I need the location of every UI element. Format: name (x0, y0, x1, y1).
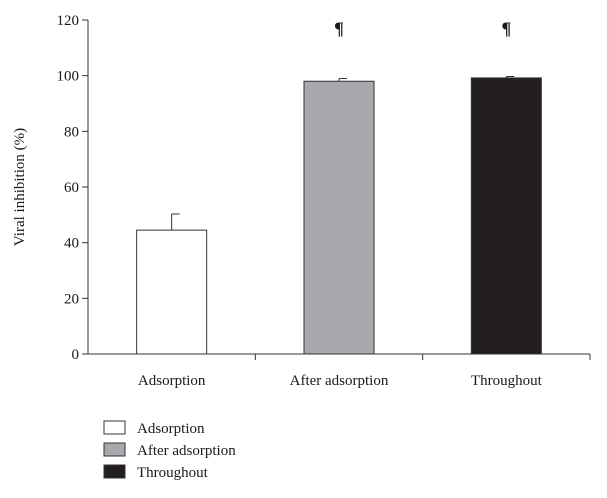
y-tick-label: 0 (72, 347, 80, 363)
y-tick-label: 20 (64, 291, 79, 307)
y-tick-label: 80 (64, 124, 79, 140)
x-tick-label: After adsorption (290, 373, 389, 389)
legend-swatch (103, 420, 126, 435)
bar-throughout (470, 77, 542, 355)
y-tick-label: 100 (57, 69, 80, 85)
bar-after-adsorption (303, 80, 375, 355)
legend-swatch (103, 464, 126, 479)
x-tick-label: Adsorption (138, 373, 206, 389)
y-tick-label: 120 (57, 13, 80, 29)
y-tick-label: 40 (64, 236, 79, 252)
significance-marker: ¶ (501, 18, 511, 38)
x-tick-label: Throughout (471, 373, 543, 389)
plot-area: 0 20 40 60 80 100 120 Viral inhibition (%) Adsor… (12, 13, 591, 389)
legend-label: Throughout (137, 465, 209, 481)
legend: Adsorption After adsorption Throughout (103, 420, 236, 481)
legend-label: After adsorption (137, 443, 236, 459)
significance-marker: ¶ (334, 18, 344, 38)
bar-adsorption (136, 229, 208, 355)
legend-swatch (103, 442, 126, 457)
y-axis-label: Viral inhibition (%) (12, 128, 28, 246)
y-tick-label: 60 (64, 180, 79, 196)
legend-label: Adsorption (137, 421, 205, 437)
